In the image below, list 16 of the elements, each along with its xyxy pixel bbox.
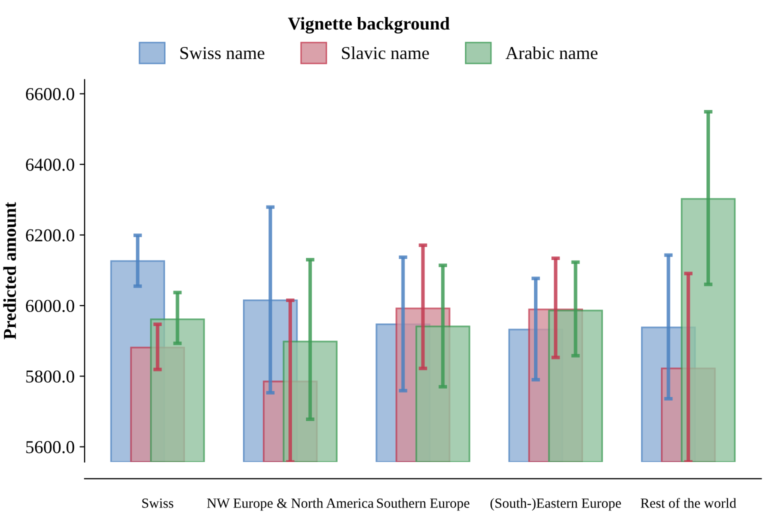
legend-label: Slavic name [342, 46, 429, 60]
x-tick-label: (South-)Eastern Europe [490, 498, 621, 511]
y-tick-label: 5600.0 [26, 441, 74, 454]
x-tick-label: NW Europe & North America [207, 498, 374, 511]
legend-label: Arabic name [506, 46, 598, 60]
legend-label: Swiss name [180, 47, 264, 60]
y-tick-label: 6600.0 [26, 88, 74, 100]
y-tick-label: 6000.0 [26, 300, 74, 312]
y-axis-title: Predicted amount [3, 202, 16, 340]
x-tick-label: Southern Europe [377, 498, 470, 511]
x-tick-label: Swiss [142, 498, 174, 508]
x-tick-label: Rest of the world [640, 498, 736, 508]
y-tick-label: 6200.0 [26, 229, 74, 242]
y-tick-label: 5800.0 [26, 370, 74, 383]
y-tick-label: 6400.0 [26, 158, 74, 171]
legend-title: Vignette background [288, 17, 450, 34]
